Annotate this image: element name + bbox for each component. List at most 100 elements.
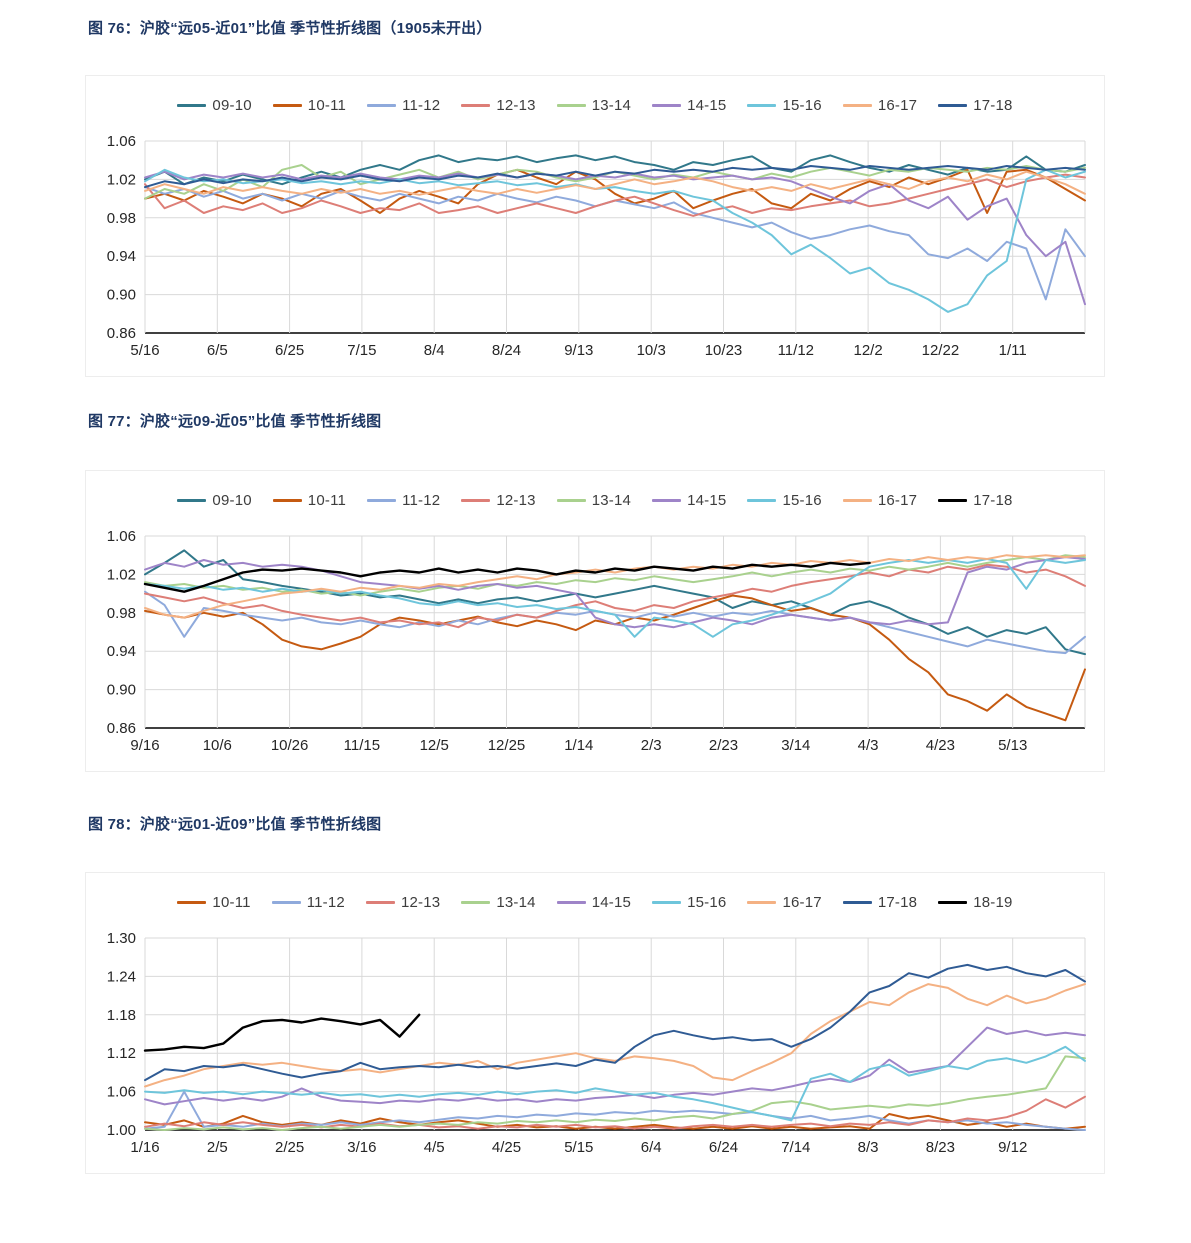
legend-swatch-16-17 [747,901,777,904]
y-tick-label: 0.90 [107,682,136,699]
legend-label-17-18: 17-18 [877,894,918,911]
legend-label-09-10: 09-10 [212,492,252,509]
figure-76-chart: 09-10 10-11 11-12 12-13 13-14 14-15 15-16 16-17… [85,75,1105,377]
legend-label-13-14: 13-14 [591,492,632,509]
x-tick-label: 9/13 [564,342,593,359]
y-tick-label: 0.86 [107,325,136,342]
y-tick-label: 1.06 [107,1084,136,1101]
x-tick-label: 4/5 [424,1139,445,1156]
x-tick-label: 2/23 [709,737,738,754]
figure-76-line-chart: 1.06 1.02 0.98 0.94 0.90 0.865/16 6/5 6/25 7/15 8… [107,133,1086,359]
legend-swatch-15-16 [747,499,777,502]
x-tick-label: 2/3 [641,737,662,754]
legend-item-17-18: 17-18 [842,894,918,911]
legend-swatch-12-13 [461,499,491,502]
legend-label-16-17: 16-17 [877,97,918,114]
x-tick-label: 3/16 [347,1139,376,1156]
x-tick-label: 8/24 [492,342,521,359]
y-tick-label: 0.98 [107,210,136,227]
x-tick-label: 9/12 [998,1139,1027,1156]
x-tick-label: 1/11 [999,342,1027,359]
x-tick-label: 2/5 [207,1139,228,1156]
x-tick-label: 1/16 [130,1139,159,1156]
legend-swatch-18-19 [938,901,968,904]
y-tick-label: 1.06 [107,133,136,150]
x-tick-label: 11/12 [778,342,814,359]
x-tick-label: 10/26 [271,737,309,754]
x-tick-label: 6/5 [207,342,228,359]
y-tick-label: 1.00 [107,1122,136,1139]
x-tick-label: 6/4 [641,1139,662,1156]
x-tick-label: 4/23 [926,737,955,754]
legend-item-15-16: 15-16 [747,97,822,114]
figure-78-title: 图 78：沪胶“远01-近09”比值 季节性折线图 [88,816,382,833]
x-tick-label: 6/24 [709,1139,738,1156]
legend-swatch-09-10 [177,104,207,107]
legend-item-13-14: 13-14 [556,97,632,114]
legend-item-11-12: 11-12 [367,492,440,509]
x-tick-label: 5/15 [564,1139,593,1156]
x-tick-label: 12/2 [853,342,882,359]
legend-item-15-16: 15-16 [747,492,822,509]
legend-swatch-15-16 [747,104,777,107]
legend-label-13-14: 13-14 [496,894,536,911]
x-tick-label: 12/22 [922,342,960,359]
legend-item-14-15: 14-15 [652,97,726,114]
x-tick-label: 8/23 [926,1139,955,1156]
figure-77-title: 图 77：沪胶“远09-近05”比值 季节性折线图 [88,413,382,430]
series-line-12-13 [144,563,1086,629]
legend-label-10-11: 10-11 [307,492,347,509]
x-tick-label: 5/16 [130,342,159,359]
series-line-18-19 [143,1013,421,1052]
legend-item-16-17: 16-17 [747,894,822,911]
legend-item-14-15: 14-15 [556,894,631,911]
figure-78-legend: 10-11 11-12 12-13 13-14 14-15 15-16 16-17 17-18… [86,894,1104,911]
legend-swatch-14-15 [652,499,682,502]
series-line-13-14 [144,1055,1086,1131]
series-line-11-12 [144,186,1086,301]
legend-item-11-12: 11-12 [271,894,345,911]
series-line-17-18 [144,963,1086,1082]
legend-label-11-12: 11-12 [306,894,345,911]
legend-item-10-11: 10-11 [177,894,250,911]
y-tick-label: 1.30 [107,930,136,947]
figure-77-chart: 09-10 10-11 11-12 12-13 13-14 14-15 15-16 16-17… [85,470,1105,772]
series-line-10-11 [144,1113,1086,1130]
legend-swatch-11-12 [367,104,397,107]
y-tick-label: 1.06 [107,528,136,545]
figure-77-legend: 09-10 10-11 11-12 12-13 13-14 14-15 15-16 16-17… [86,492,1104,509]
series-line-15-16 [144,1045,1086,1122]
legend-swatch-16-17 [842,104,872,107]
x-tick-label: 5/13 [998,737,1027,754]
legend-swatch-14-15 [556,901,586,904]
legend-label-18-19: 18-19 [973,894,1013,911]
y-tick-label: 0.94 [107,248,136,265]
legend-label-14-15: 14-15 [687,492,727,509]
legend-label-15-16: 15-16 [687,894,727,911]
legend-label-16-17: 16-17 [782,894,822,911]
legend-item-12-13: 12-13 [365,894,440,911]
series-line-17-18 [143,561,871,593]
x-tick-label: 6/25 [275,342,304,359]
legend-label-17-18: 17-18 [973,492,1013,509]
legend-item-18-19: 18-19 [938,894,1012,911]
legend-swatch-17-18 [938,104,968,107]
y-tick-label: 1.02 [107,171,136,188]
x-tick-label: 7/14 [781,1139,810,1156]
x-tick-label: 9/16 [130,737,159,754]
legend-swatch-11-12 [271,901,301,904]
series-line-12-13 [144,173,1086,217]
legend-label-10-11: 10-11 [307,97,347,114]
legend-item-15-16: 15-16 [652,894,726,911]
legend-label-16-17: 16-17 [877,492,918,509]
legend-item-16-17: 16-17 [842,492,918,509]
legend-item-10-11: 10-11 [272,492,347,509]
x-tick-label: 11/15 [344,737,380,754]
figure-78-chart: 10-11 11-12 12-13 13-14 14-15 15-16 16-17 17-18… [85,872,1105,1174]
x-tick-label: 10/23 [705,342,743,359]
legend-swatch-10-11 [272,499,302,502]
legend-item-13-14: 13-14 [461,894,536,911]
legend-label-13-14: 13-14 [591,97,632,114]
legend-label-12-13: 12-13 [496,97,536,114]
